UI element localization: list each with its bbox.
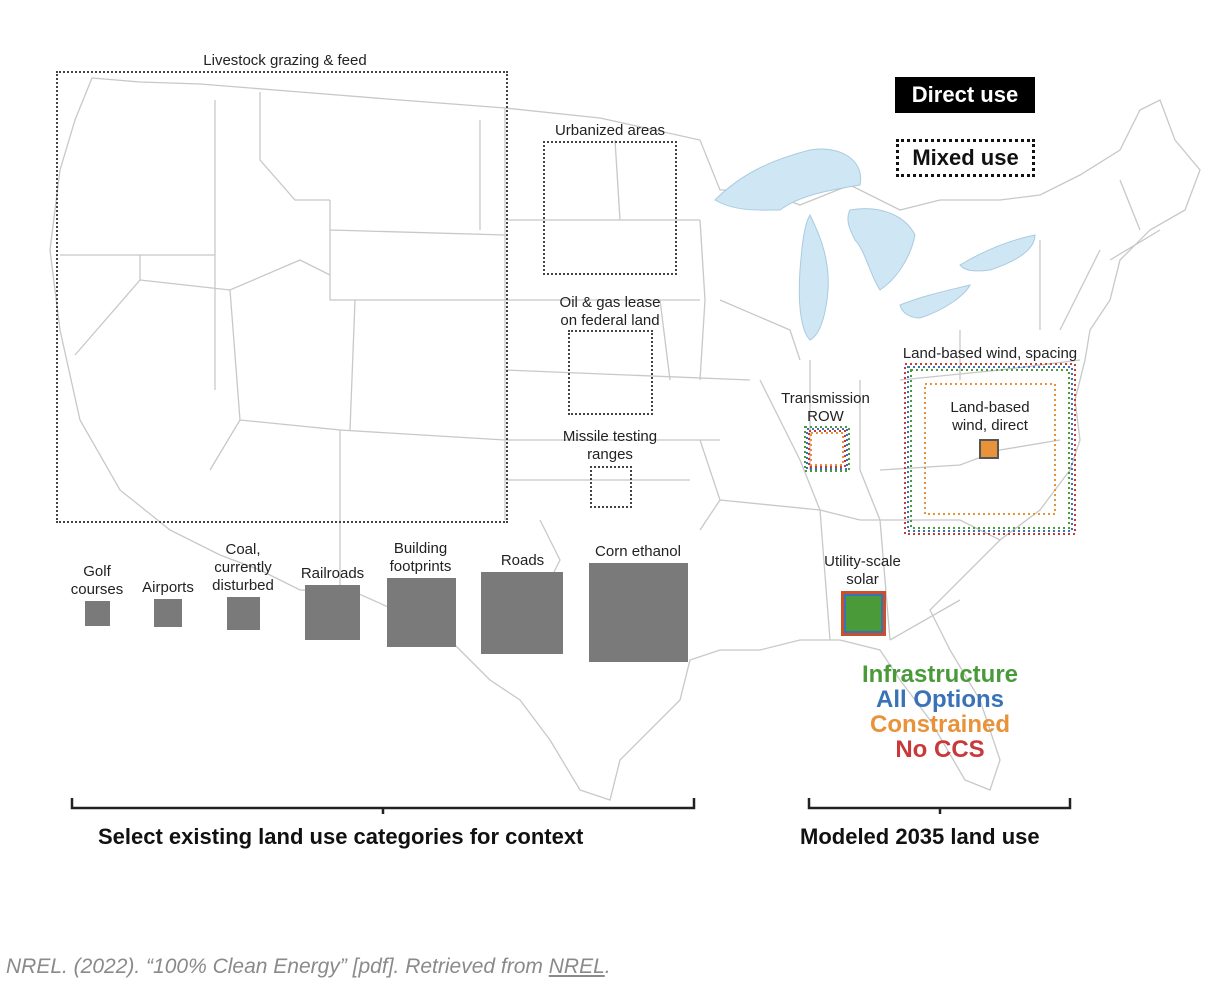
lake-erie: [899, 284, 971, 319]
roads-label: Roads: [500, 552, 545, 569]
modeled-bracket: [807, 798, 1072, 814]
transmission-boxes: [804, 426, 850, 472]
urbanized-box: [543, 141, 677, 275]
urbanized-label: Urbanized areas: [554, 122, 666, 139]
lake-ontario: [959, 234, 1036, 272]
wind-spacing-boxes: [904, 363, 1076, 535]
scenario-no-ccs: No CCS: [895, 736, 985, 763]
wind-direct-label-1: Land-based: [950, 399, 1030, 416]
railroads-label: Railroads: [300, 565, 365, 582]
scenario-infrastructure: Infrastructure: [861, 661, 1019, 688]
lake-michigan: [798, 213, 829, 341]
missile-box: [590, 466, 632, 508]
golf-square: [85, 601, 110, 626]
missile-label-1: Missile testing: [562, 428, 658, 445]
building-label-1: Building: [393, 540, 448, 557]
wind-direct-label-2: wind, direct: [952, 417, 1028, 434]
legend-direct-use: Direct use: [895, 77, 1035, 113]
transmission-label-2: ROW: [807, 408, 844, 425]
scenario-constrained: Constrained: [869, 711, 1010, 738]
corn-label: Corn ethanol: [595, 543, 681, 560]
solar-label-2: solar: [846, 571, 879, 588]
golf-label-2: courses: [70, 581, 124, 598]
airports-square: [154, 599, 182, 627]
coal-square: [227, 597, 260, 630]
solar-square: [841, 591, 886, 636]
airports-label: Airports: [142, 579, 194, 596]
modeled-section-title: Modeled 2035 land use: [800, 824, 1040, 849]
wind-spacing-label: Land-based wind, spacing: [902, 345, 1078, 362]
livestock-box: [56, 71, 508, 523]
source-link[interactable]: NREL: [548, 955, 605, 978]
oil-gas-box: [568, 330, 653, 415]
wind-direct-square: [979, 439, 999, 459]
lake-superior: [714, 148, 862, 211]
railroads-square: [305, 585, 360, 640]
source-suffix: .: [604, 955, 611, 978]
oil-gas-label-1: Oil & gas lease: [559, 294, 661, 311]
source-prefix: NREL. (2022). “100% Clean Energy” [pdf].…: [6, 955, 549, 978]
coal-label-1: Coal,: [225, 541, 261, 558]
roads-square: [481, 572, 563, 654]
source-caption: NREL. (2022). “100% Clean Energy” [pdf].…: [6, 955, 611, 979]
existing-bracket: [70, 798, 696, 814]
livestock-label: Livestock grazing & feed: [203, 52, 367, 69]
solar-label-1: Utility-scale: [824, 553, 901, 570]
oil-gas-label-2: on federal land: [560, 312, 660, 329]
building-square: [387, 578, 456, 647]
scenario-all-options: All Options: [876, 686, 1004, 713]
corn-square: [589, 563, 688, 662]
legend-mixed-use: Mixed use: [896, 139, 1035, 177]
coal-label-2: currently: [214, 559, 272, 576]
lake-huron: [847, 208, 916, 291]
existing-section-title: Select existing land use categories for …: [98, 824, 584, 849]
state-lines: [60, 92, 1161, 641]
building-label-2: footprints: [389, 558, 452, 575]
golf-label-1: Golf: [83, 563, 111, 580]
missile-label-2: ranges: [587, 446, 633, 463]
coal-label-3: disturbed: [212, 577, 274, 594]
transmission-label-1: Transmission: [781, 390, 870, 407]
